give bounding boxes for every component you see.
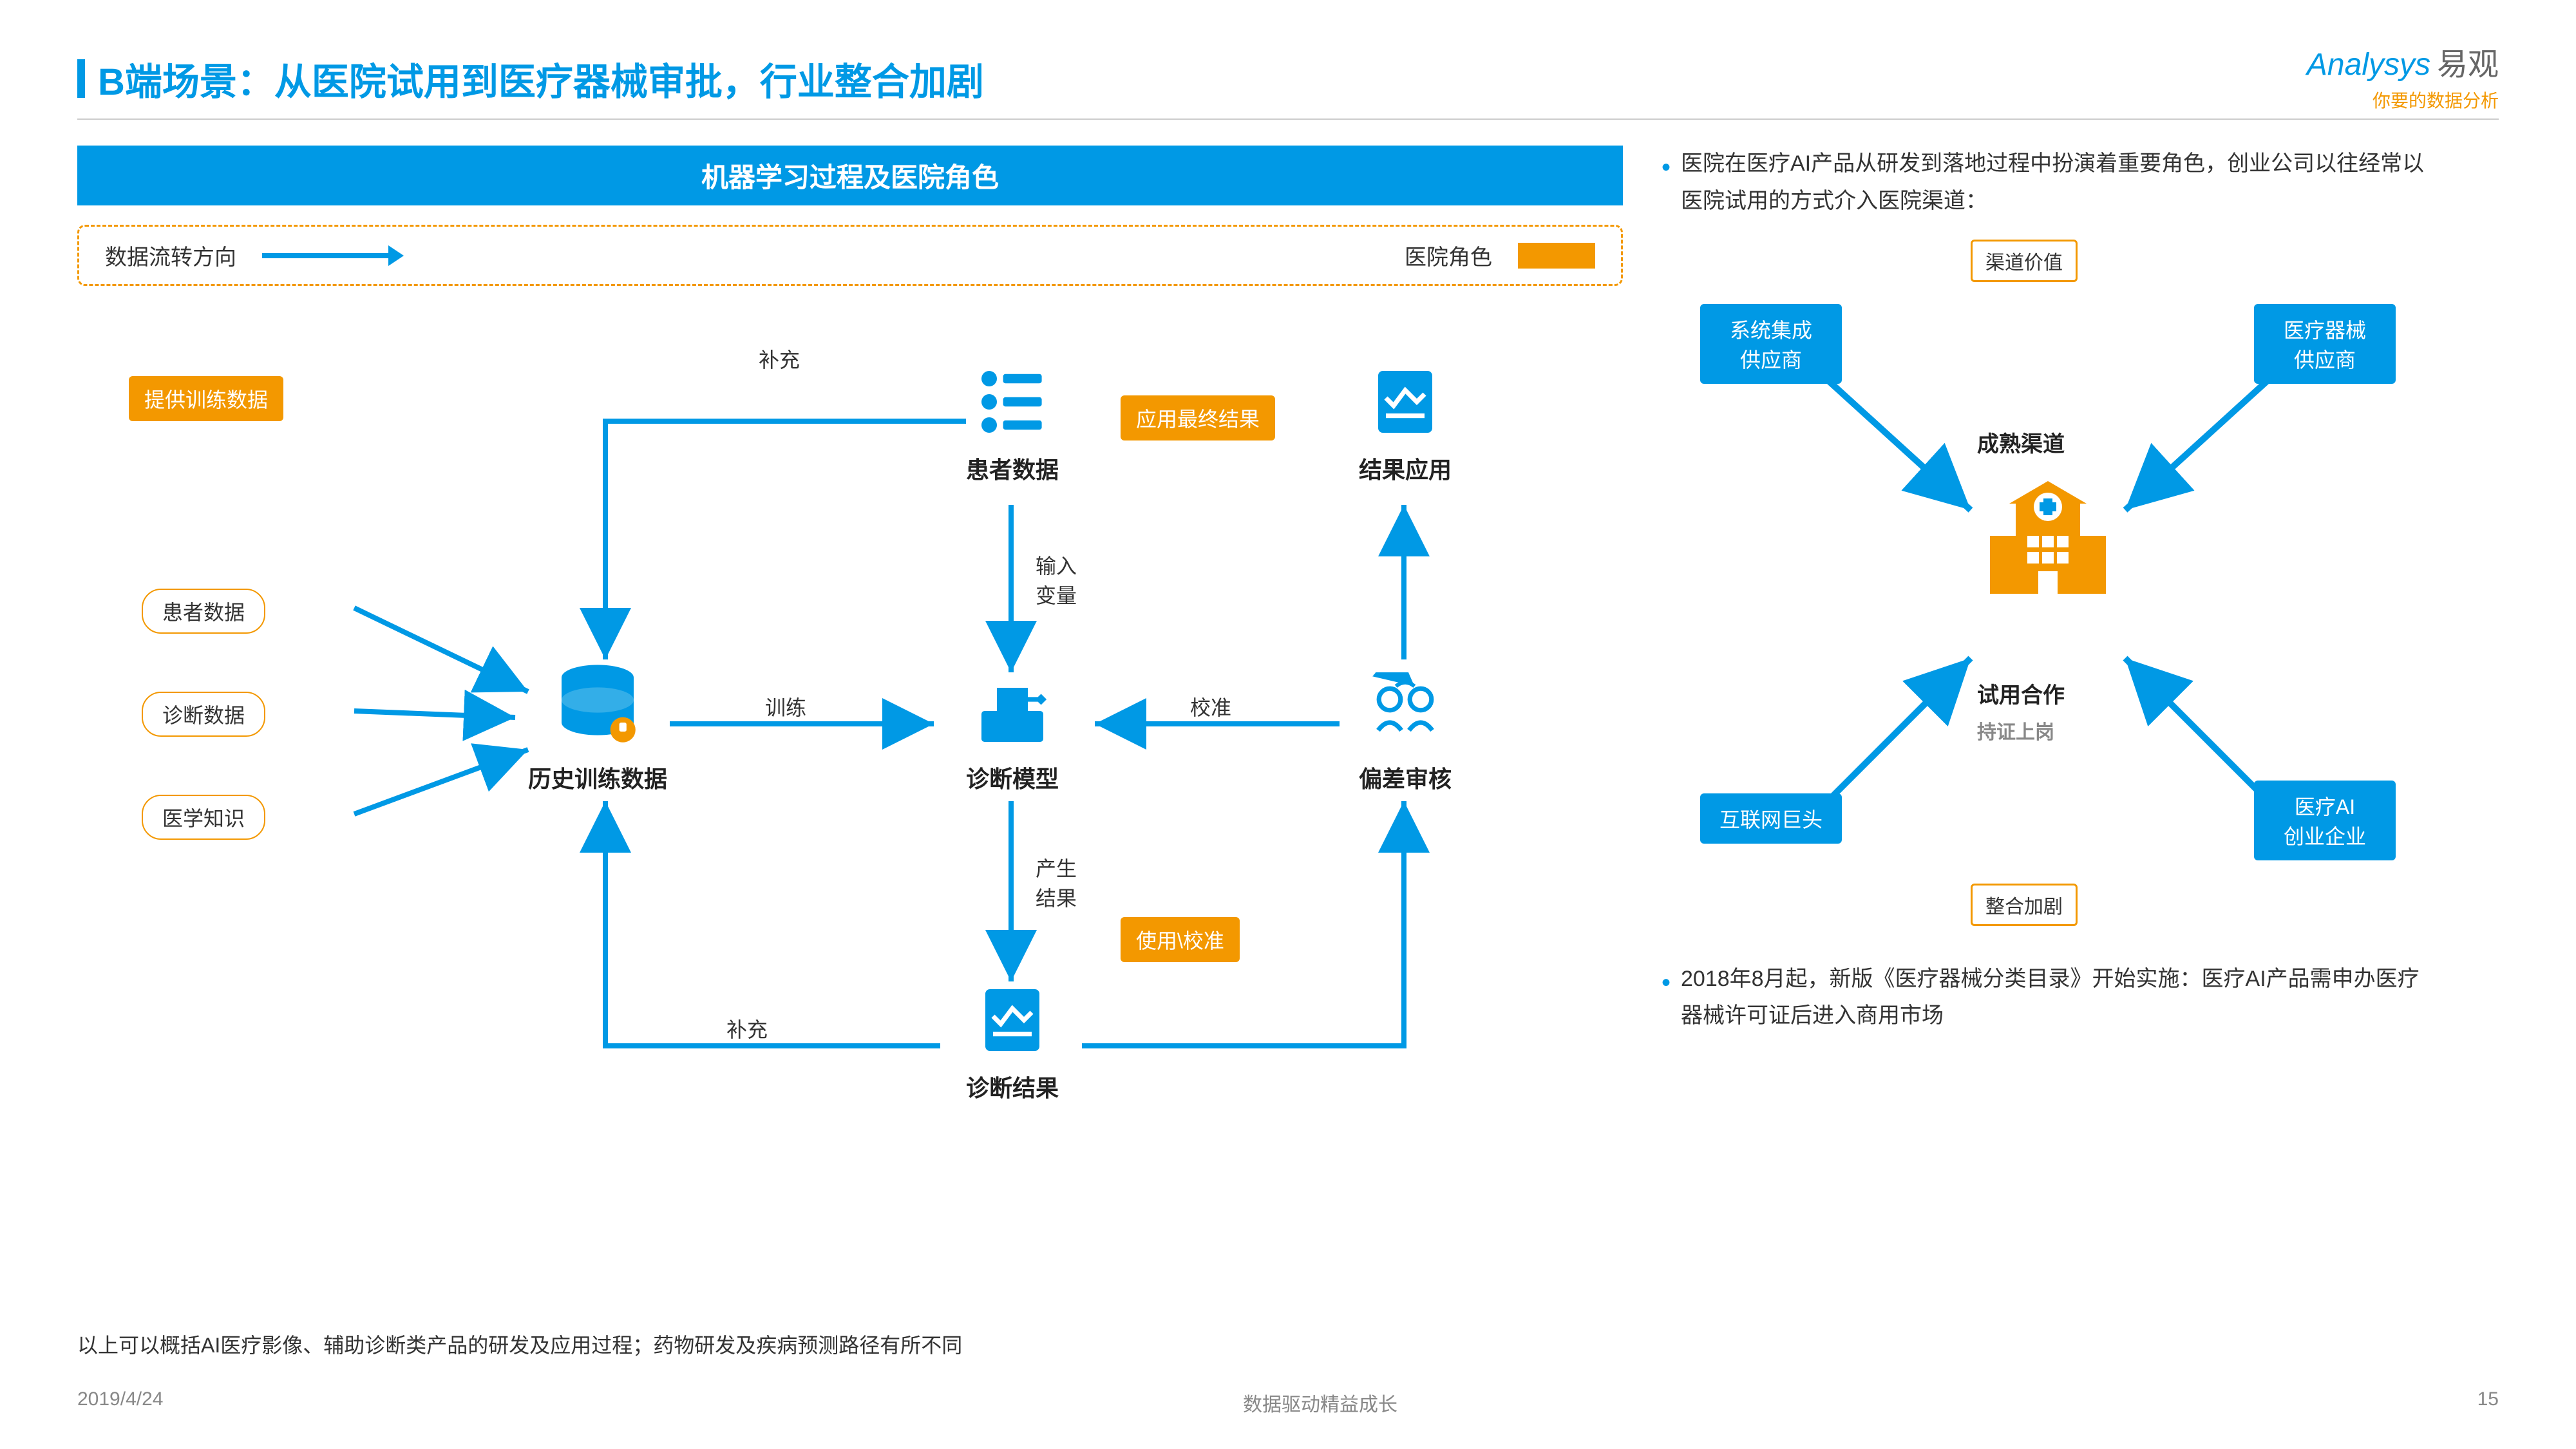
label-trial-coop: 试用合作 bbox=[1977, 677, 2065, 709]
label-bias-review: 偏差审核 bbox=[1359, 761, 1452, 794]
edge-calibrate: 校准 bbox=[1185, 692, 1236, 721]
footer-center: 数据驱动精益成长 bbox=[1243, 1388, 1397, 1417]
box-tl: 系统集成 供应商 bbox=[1700, 304, 1842, 384]
title-bar: B端场景：从医院试用到医疗器械审批，行业整合加剧 bbox=[77, 52, 2499, 106]
edge-train: 训练 bbox=[760, 692, 811, 721]
label-patient-data: 患者数据 bbox=[966, 451, 1059, 485]
bullet-1: 医院在医疗AI产品从研发到落地过程中扮演着重要角色，创业公司以往经常以医院试用的… bbox=[1662, 146, 2434, 220]
diag-result-icon bbox=[974, 981, 1051, 1059]
legend-flow-label: 数据流转方向 bbox=[105, 240, 236, 271]
logo-en: Analysys bbox=[2307, 48, 2430, 82]
logo: Analysys易观 你要的数据分析 bbox=[2307, 39, 2499, 113]
logo-tagline: 你要的数据分析 bbox=[2307, 87, 2499, 113]
edge-supplement2: 补充 bbox=[721, 1014, 773, 1043]
box-br: 医疗AI 创业企业 bbox=[2254, 781, 2396, 860]
result-doc-icon bbox=[1367, 363, 1444, 440]
tag-use-calibrate: 使用\校准 bbox=[1121, 917, 1240, 962]
edge-supplement1: 补充 bbox=[753, 344, 805, 374]
legend-role-label: 医院角色 bbox=[1405, 240, 1492, 271]
label-diag-result: 诊断结果 bbox=[966, 1070, 1059, 1103]
section-header: 机器学习过程及医院角色 bbox=[77, 146, 1623, 205]
logo-cn: 易观 bbox=[2437, 48, 2499, 82]
edge-produce: 产生 结果 bbox=[1030, 853, 1082, 912]
label-mature-channel: 成熟渠道 bbox=[1977, 426, 2065, 458]
hospital-icon bbox=[1977, 471, 2119, 600]
box-bl: 互联网巨头 bbox=[1700, 793, 1842, 844]
divider bbox=[77, 118, 2499, 120]
tag-integration: 整合加剧 bbox=[1971, 884, 2078, 926]
legend: 数据流转方向 医院角色 bbox=[77, 225, 1623, 286]
footer-page: 15 bbox=[2477, 1388, 2499, 1417]
tag-apply-final: 应用最终结果 bbox=[1121, 395, 1275, 440]
flowchart: 提供训练数据 患者数据 诊断数据 医学知识 历史训练数据 患者数据 应用最终结果 bbox=[77, 299, 1623, 1265]
patient-list-icon bbox=[974, 363, 1051, 440]
tag-diagnosis-data: 诊断数据 bbox=[142, 692, 265, 737]
tag-channel-value: 渠道价值 bbox=[1971, 240, 2078, 282]
label-diag-model: 诊断模型 bbox=[966, 761, 1059, 794]
footer-date: 2019/4/24 bbox=[77, 1388, 163, 1417]
left-panel: 机器学习过程及医院角色 数据流转方向 医院角色 bbox=[77, 146, 1623, 1305]
tag-medical-knowledge: 医学知识 bbox=[142, 795, 265, 840]
label-history-data: 历史训练数据 bbox=[528, 761, 667, 794]
box-tr: 医疗器械 供应商 bbox=[2254, 304, 2396, 384]
page-title: B端场景：从医院试用到医疗器械审批，行业整合加剧 bbox=[98, 52, 984, 106]
right-panel: 医院在医疗AI产品从研发到落地过程中扮演着重要角色，创业公司以往经常以医院试用的… bbox=[1662, 146, 2434, 1305]
legend-swatch bbox=[1518, 243, 1595, 269]
review-icon bbox=[1367, 672, 1444, 750]
channel-diagram: 渠道价值 系统集成 供应商 医疗器械 供应商 成熟渠道 bbox=[1662, 240, 2434, 948]
model-icon bbox=[974, 672, 1051, 750]
database-icon bbox=[553, 659, 643, 750]
tag-provide-training: 提供训练数据 bbox=[129, 376, 283, 421]
title-accent bbox=[77, 59, 85, 98]
footer: 2019/4/24 数据驱动精益成长 15 bbox=[77, 1388, 2499, 1417]
legend-arrow-icon bbox=[262, 253, 391, 258]
label-result-apply: 结果应用 bbox=[1359, 451, 1452, 485]
bullet-2: 2018年8月起，新版《医疗器械分类目录》开始实施：医疗AI产品需申办医疗器械许… bbox=[1662, 961, 2434, 1036]
label-cert: 持证上岗 bbox=[1977, 716, 2054, 744]
edge-input-var: 输入 变量 bbox=[1030, 550, 1082, 609]
tag-patient-data: 患者数据 bbox=[142, 589, 265, 634]
footnote: 以上可以概括AI医疗影像、辅助诊断类产品的研发及应用过程；药物研发及疾病预测路径… bbox=[77, 1329, 962, 1359]
